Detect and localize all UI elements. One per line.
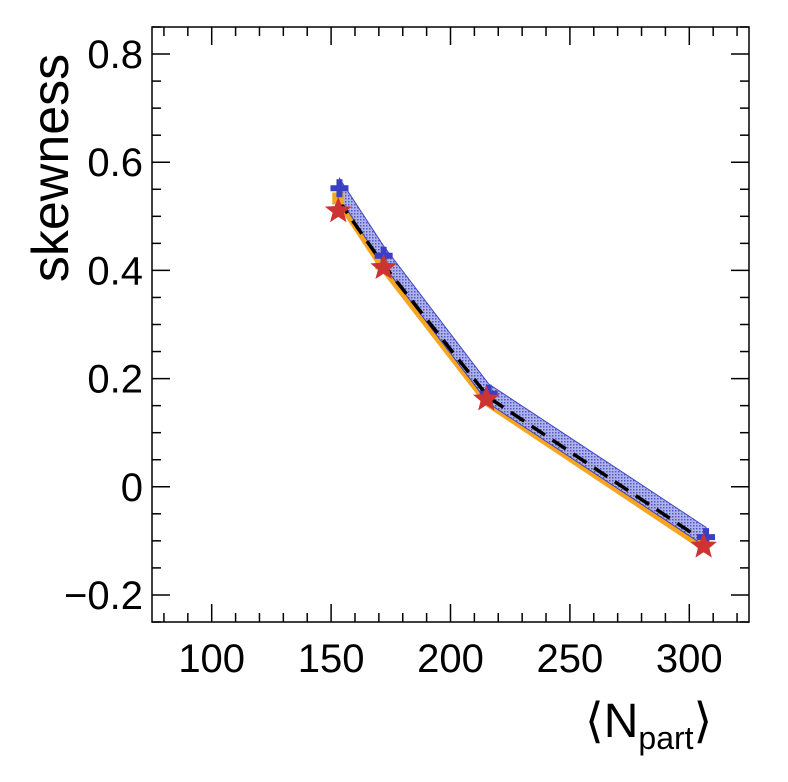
x-tick-labels: 100 150 200 250 300 — [178, 637, 722, 681]
y-tick-label: −0.2 — [64, 574, 143, 618]
x-tick-label: 100 — [178, 637, 245, 681]
star-marker — [473, 385, 500, 411]
x-axis-label-close: ⟩ — [694, 695, 713, 748]
y-tick-label: 0.6 — [87, 141, 143, 185]
markers-layer — [324, 179, 717, 558]
y-tick-label: 0.4 — [87, 249, 143, 293]
x-tick-label: 150 — [298, 637, 365, 681]
bands-layer — [337, 176, 707, 553]
x-tick-label: 200 — [417, 637, 484, 681]
y-tick-labels: −0.2 0 0.2 0.4 0.6 0.8 — [64, 33, 143, 618]
x-tick-label: 300 — [656, 637, 723, 681]
y-axis-label: skewness — [22, 54, 80, 282]
band-blue — [338, 176, 707, 548]
y-tick-label: 0 — [121, 466, 143, 510]
x-axis-label: ⟨Npart⟩ — [585, 695, 712, 756]
x-axis-label-sub: part — [638, 720, 693, 756]
star-marker — [690, 532, 717, 558]
series-line-dashed — [336, 199, 705, 543]
cross-marker — [330, 179, 349, 198]
x-axis-label-main: ⟨N — [585, 695, 638, 748]
y-tick-label: 0.2 — [87, 358, 143, 402]
plot-frame — [151, 26, 750, 623]
ticks-layer — [152, 26, 749, 623]
star-marker — [370, 253, 397, 279]
cross-marker — [697, 528, 716, 547]
x-tick-label: 250 — [537, 637, 604, 681]
y-tick-label: 0.8 — [87, 33, 143, 77]
lines-layer — [336, 199, 705, 543]
star-marker — [324, 196, 352, 223]
